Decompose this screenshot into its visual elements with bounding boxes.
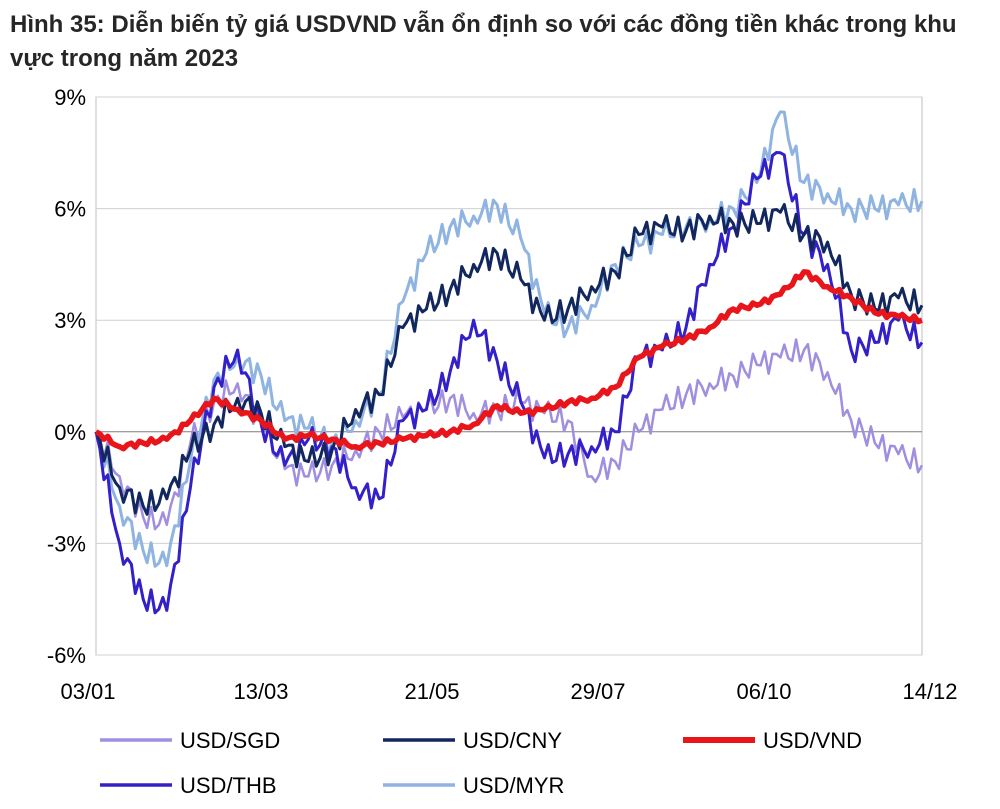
x-tick-label: 21/05 (404, 679, 459, 704)
y-tick-label: 3% (54, 308, 86, 333)
series-line-usd-cny (94, 203, 924, 516)
series-line-usd-thb (94, 151, 924, 615)
x-tick-label: 13/03 (233, 679, 288, 704)
x-tick-label: 14/12 (902, 679, 957, 704)
x-tick-label: 06/10 (736, 679, 791, 704)
figure-label: Hình 35: (10, 11, 105, 38)
x-tick-label: 29/07 (570, 679, 625, 704)
y-tick-label: -6% (47, 643, 86, 668)
figure-title-text: Diễn biến tỷ giá USDVND vẫn ổn định so v… (10, 11, 957, 72)
series-line-usd-sgd (94, 338, 924, 531)
x-tick-label: 03/01 (60, 679, 115, 704)
y-tick-label: 9% (54, 85, 86, 110)
legend-label-usd-thb: USD/THB (180, 773, 277, 798)
y-axis-ticks: 9% 6% 3% 0% -3% -6% (47, 85, 86, 668)
legend-label-usd-cny: USD/CNY (463, 728, 562, 753)
x-axis-ticks: 03/01 13/03 21/05 29/07 06/10 14/12 (60, 679, 957, 704)
legend: USD/SGD USD/CNY USD/VND USD/THB USD/MYR (100, 728, 862, 798)
chart-title: Hình 35: Diễn biến tỷ giá USDVND vẫn ổn … (10, 8, 970, 76)
legend-label-usd-vnd: USD/VND (763, 728, 862, 753)
series-line-usd-vnd (94, 269, 923, 452)
y-tick-label: 6% (54, 197, 86, 222)
y-tick-label: -3% (47, 531, 86, 556)
grid-lines (95, 96, 923, 656)
y-tick-label: 0% (54, 420, 86, 445)
series-lines (94, 110, 924, 615)
legend-label-usd-myr: USD/MYR (463, 773, 564, 798)
series-line-usd-myr (94, 110, 924, 568)
legend-label-usd-sgd: USD/SGD (180, 728, 280, 753)
